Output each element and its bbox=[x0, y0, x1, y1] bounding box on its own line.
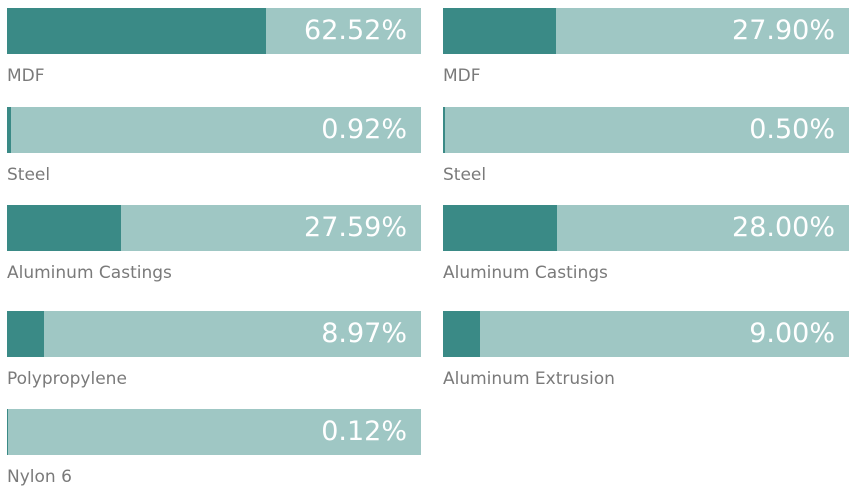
bar-track: 8.97% bbox=[7, 311, 421, 357]
category-label: Steel bbox=[7, 165, 51, 185]
value-label: 0.12% bbox=[321, 416, 407, 447]
bar-track: 27.59% bbox=[7, 205, 421, 251]
bar bbox=[7, 107, 11, 153]
bar-track: 0.12% bbox=[7, 409, 421, 455]
category-label: Aluminum Extrusion bbox=[443, 369, 615, 389]
bar-track: 0.50% bbox=[443, 107, 849, 153]
bar-track: 62.52% bbox=[7, 8, 421, 54]
bar bbox=[443, 205, 557, 251]
value-label: 0.92% bbox=[321, 114, 407, 145]
value-label: 9.00% bbox=[749, 318, 835, 349]
category-label: Steel bbox=[443, 165, 487, 185]
bar bbox=[7, 205, 122, 251]
category-label: Aluminum Castings bbox=[7, 263, 172, 283]
value-label: 27.90% bbox=[732, 15, 835, 46]
bar bbox=[7, 311, 45, 357]
value-label: 27.59% bbox=[304, 212, 407, 243]
category-label: Polypropylene bbox=[7, 369, 127, 389]
category-label: Aluminum Castings bbox=[443, 263, 608, 283]
bar-track: 27.90% bbox=[443, 8, 849, 54]
bar-track: 9.00% bbox=[443, 311, 849, 357]
value-label: 62.52% bbox=[304, 15, 407, 46]
bar-track: 0.92% bbox=[7, 107, 421, 153]
value-label: 0.50% bbox=[749, 114, 835, 145]
value-label: 8.97% bbox=[321, 318, 407, 349]
bar bbox=[443, 8, 557, 54]
category-label: MDF bbox=[7, 66, 45, 86]
bar bbox=[7, 8, 266, 54]
bar bbox=[443, 107, 446, 153]
bar-track: 28.00% bbox=[443, 205, 849, 251]
category-label: Nylon 6 bbox=[7, 467, 72, 487]
value-label: 28.00% bbox=[732, 212, 835, 243]
bar bbox=[443, 311, 480, 357]
category-label: MDF bbox=[443, 66, 481, 86]
